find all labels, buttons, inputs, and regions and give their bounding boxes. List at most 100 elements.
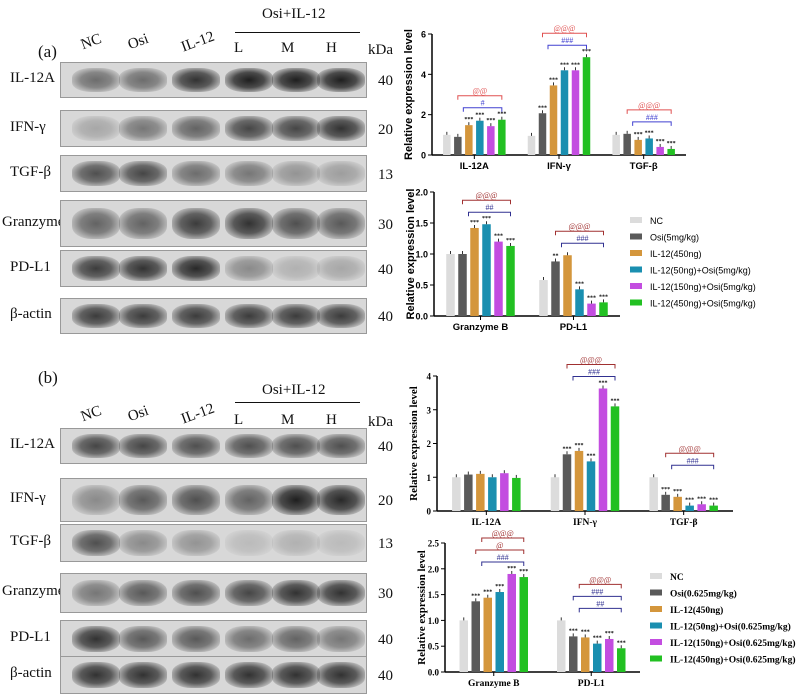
protein-band [317,256,365,281]
bar [673,496,682,511]
protein-label: TGF-β [10,533,51,549]
protein-band [272,68,320,92]
significance-stars: *** [563,446,572,452]
bar [557,620,566,672]
kda-marker: 20 [378,121,393,138]
legend-swatch [650,573,662,579]
protein-label: Granzyme B [2,213,79,230]
significance-stars: *** [486,118,495,124]
protein-band [72,626,120,652]
x-tick-label: IFN-γ [573,518,598,528]
kda-marker: 13 [378,166,393,183]
bar [487,126,495,155]
blot-strip [60,478,367,522]
protein-band [72,434,120,458]
y-tick-label: 2 [427,439,432,449]
bar [617,648,626,672]
significance-stars: *** [587,296,596,302]
significance-stars: *** [605,631,614,637]
protein-band [119,304,167,328]
kda-marker: 40 [378,632,393,648]
bar [495,592,504,672]
significance-bracket [481,561,525,566]
x-tick-label: Granzyme B [453,322,509,333]
protein-band [225,116,273,141]
significance-stars: *** [645,130,654,136]
significance-stars: *** [582,49,591,55]
significance-stars: *** [634,132,643,138]
legend-swatch [630,217,642,223]
legend-swatch [630,266,642,273]
legend-label: IL-12(150ng)+Osi(0.625mg/kg) [670,638,796,649]
significance-label: @@@ [553,24,575,33]
significance-bracket [542,32,587,38]
protein-band [272,626,320,652]
bar [593,643,602,672]
protein-band [317,579,365,607]
bar [507,573,516,672]
protein-band [172,68,220,92]
legend-swatch [650,655,662,662]
protein-band [72,530,120,556]
protein-band [72,68,120,92]
protein-band [172,116,220,141]
bar [465,125,473,155]
legend-swatch [650,606,662,612]
legend-label: IL-12(450ng) [670,605,723,616]
significance-stars: *** [599,294,608,300]
y-tick-label: 4 [421,70,426,80]
protein-band [225,304,273,328]
significance-label: ### [588,367,600,376]
bar [538,113,547,155]
significance-stars: *** [495,584,504,590]
x-tick-label: TGF-β [630,161,658,172]
protein-band [317,662,365,688]
legend-label: NC [670,573,684,583]
significance-bracket [632,121,672,126]
bar [645,138,653,155]
lane-label: H [326,40,337,56]
y-tick-label: 1.0 [415,250,428,260]
protein-band [317,207,365,240]
protein-band [119,161,167,186]
bar [697,504,706,511]
y-axis-label: Relative expression level [408,386,420,501]
bar [454,136,462,155]
bar [563,255,572,316]
bar [575,289,584,316]
significance-bracket [481,537,525,542]
significance-stars: *** [519,569,528,575]
significance-label: @@@ [638,101,660,110]
legend-swatch [630,250,642,256]
bar [539,280,548,316]
x-tick-label: Granzyme B [468,679,520,689]
bar [470,227,479,316]
bar [562,454,572,511]
protein-band [317,304,365,328]
significance-bracket [468,211,511,217]
y-axis-label: Relative expression level [416,550,428,665]
bar [459,620,468,672]
significance-stars: *** [569,628,578,634]
significance-label: ### [561,36,573,45]
bar [551,261,560,316]
significance-stars: *** [599,380,608,386]
bar [586,461,596,511]
bar [471,601,480,672]
significance-stars: *** [475,113,484,119]
protein-label: β-actin [10,665,52,681]
significance-label: ### [577,234,589,243]
group-header: Osi+IL-12 [262,6,326,22]
group-header: Osi+IL-12 [262,382,326,398]
significance-bracket [462,107,503,112]
bar [598,388,608,511]
blot-strip [60,62,367,98]
kda-marker: 40 [378,73,393,89]
kda-marker: 40 [378,309,393,325]
kda-marker: 40 [378,439,393,455]
lane-label: M [281,40,295,56]
protein-band [72,256,120,281]
significance-stars: *** [697,496,706,502]
blot-strip [60,573,367,613]
y-axis-label: Relative expression level [405,189,417,320]
